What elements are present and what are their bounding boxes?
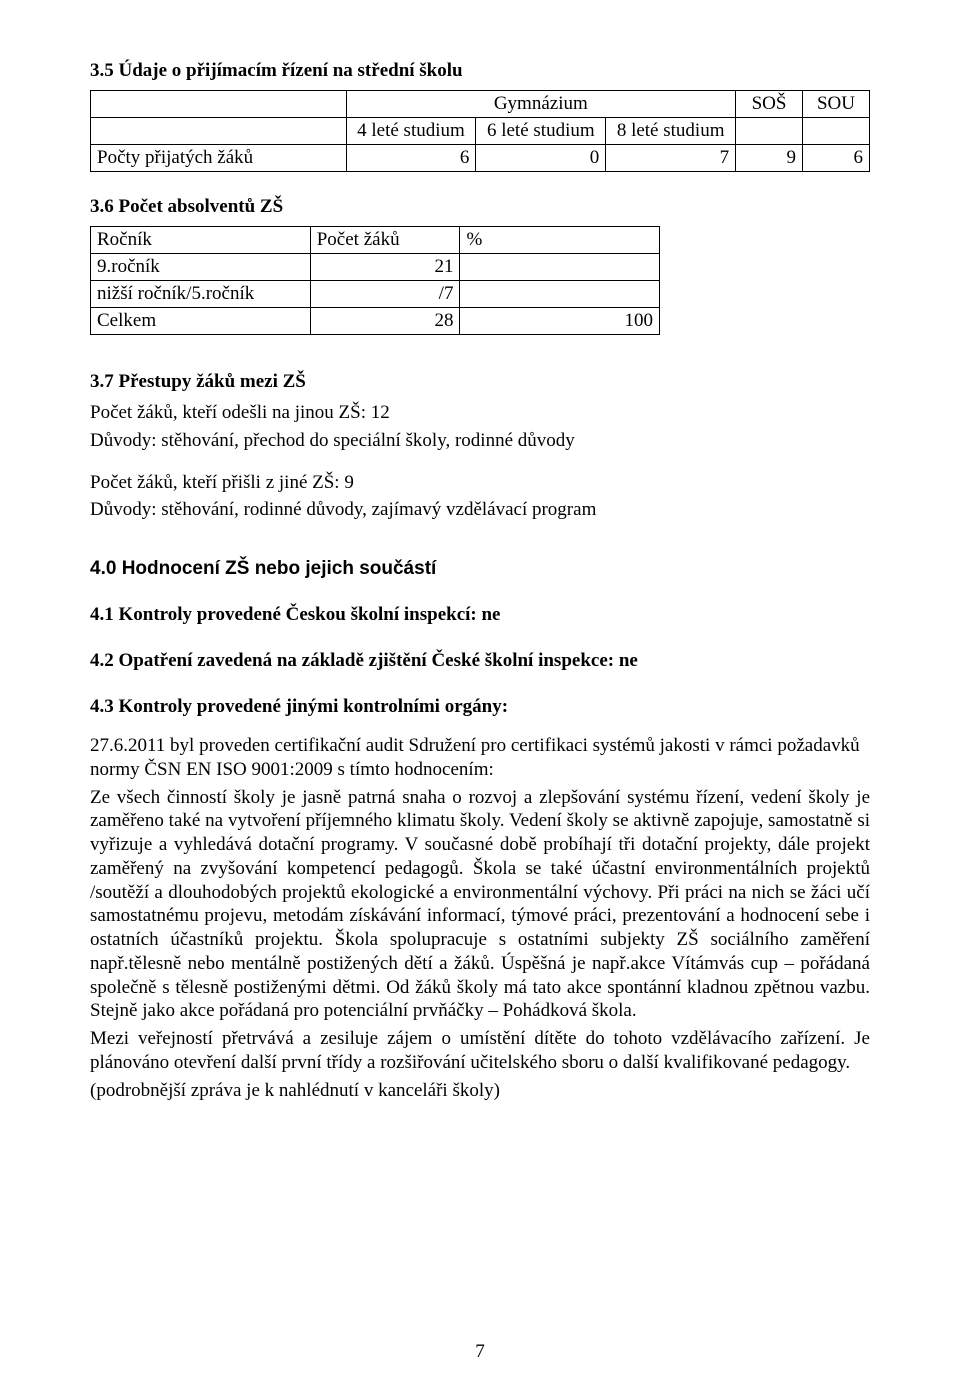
cell <box>460 281 660 308</box>
section-3-6-title: 3.6 Počet absolventů ZŠ <box>90 196 870 218</box>
section-4-3: 4.3 Kontroly provedené jinými kontrolním… <box>90 696 870 1102</box>
cell <box>460 254 660 281</box>
table-row: 4 leté studium 6 leté studium 8 leté stu… <box>91 118 870 145</box>
cell: 4 leté studium <box>346 118 476 145</box>
cell: 6 <box>346 145 476 172</box>
cell: 21 <box>310 254 460 281</box>
body-text: Důvody: stěhování, rodinné důvody, zajím… <box>90 498 870 522</box>
table-row: Celkem 28 100 <box>91 308 660 335</box>
cell: 6 leté studium <box>476 118 606 145</box>
cell <box>803 118 870 145</box>
table-row: nižší ročník/5.ročník /7 <box>91 281 660 308</box>
cell <box>736 118 803 145</box>
table-3-6: Ročník Počet žáků % 9.ročník 21 nižší ro… <box>90 226 660 335</box>
cell: 6 <box>803 145 870 172</box>
section-4-1-title: 4.1 Kontroly provedené Českou školní ins… <box>90 604 870 626</box>
table-3-5: Gymnázium SOŠ SOU 4 leté studium 6 leté … <box>90 90 870 172</box>
cell <box>91 118 347 145</box>
cell: nižší ročník/5.ročník <box>91 281 311 308</box>
section-4-3-title: 4.3 Kontroly provedené jinými kontrolním… <box>90 696 870 718</box>
cell: 7 <box>606 145 736 172</box>
section-3-6: 3.6 Počet absolventů ZŠ Ročník Počet žák… <box>90 196 870 335</box>
table-row: Gymnázium SOŠ SOU <box>91 91 870 118</box>
body-text: Ze všech činností školy je jasně patrná … <box>90 786 870 1024</box>
table-row: Ročník Počet žáků % <box>91 227 660 254</box>
cell: % <box>460 227 660 254</box>
body-text: Počet žáků, kteří přišli z jiné ZŠ: 9 <box>90 471 870 495</box>
cell: Ročník <box>91 227 311 254</box>
section-3-5-title: 3.5 Údaje o přijímacím řízení na střední… <box>90 60 870 82</box>
cell: Celkem <box>91 308 311 335</box>
cell <box>91 91 347 118</box>
section-3-7-title: 3.7 Přestupy žáků mezi ZŠ <box>90 371 870 393</box>
section-3-7: 3.7 Přestupy žáků mezi ZŠ Počet žáků, kt… <box>90 371 870 522</box>
section-4-1: 4.1 Kontroly provedené Českou školní ins… <box>90 604 870 626</box>
body-text: Mezi veřejností přetrvává a zesiluje záj… <box>90 1027 870 1075</box>
section-4-0-title: 4.0 Hodnocení ZŠ nebo jejich součástí <box>90 558 870 580</box>
cell: Počet žáků <box>310 227 460 254</box>
table-row: Počty přijatých žáků 6 0 7 9 6 <box>91 145 870 172</box>
table-row: 9.ročník 21 <box>91 254 660 281</box>
section-4-2-title: 4.2 Opatření zavedená na základě zjištěn… <box>90 650 870 672</box>
cell: Počty přijatých žáků <box>91 145 347 172</box>
body-text: (podrobnější zpráva je k nahlédnutí v ka… <box>90 1079 870 1103</box>
section-4-2: 4.2 Opatření zavedená na základě zjištěn… <box>90 650 870 672</box>
cell: 8 leté studium <box>606 118 736 145</box>
body-text: 27.6.2011 byl proveden certifikační audi… <box>90 734 870 782</box>
body-text: Počet žáků, kteří odešli na jinou ZŠ: 12 <box>90 401 870 425</box>
cell: 100 <box>460 308 660 335</box>
cell: /7 <box>310 281 460 308</box>
section-4-0: 4.0 Hodnocení ZŠ nebo jejich součástí <box>90 558 870 580</box>
cell: 0 <box>476 145 606 172</box>
cell: 9 <box>736 145 803 172</box>
cell: 28 <box>310 308 460 335</box>
page-container: 3.5 Údaje o přijímacím řízení na střední… <box>0 0 960 1393</box>
cell: 9.ročník <box>91 254 311 281</box>
section-3-5: 3.5 Údaje o přijímacím řízení na střední… <box>90 60 870 172</box>
cell: SOŠ <box>736 91 803 118</box>
cell: Gymnázium <box>346 91 736 118</box>
body-text: Důvody: stěhování, přechod do speciální … <box>90 429 870 453</box>
page-number: 7 <box>0 1341 960 1363</box>
cell: SOU <box>803 91 870 118</box>
